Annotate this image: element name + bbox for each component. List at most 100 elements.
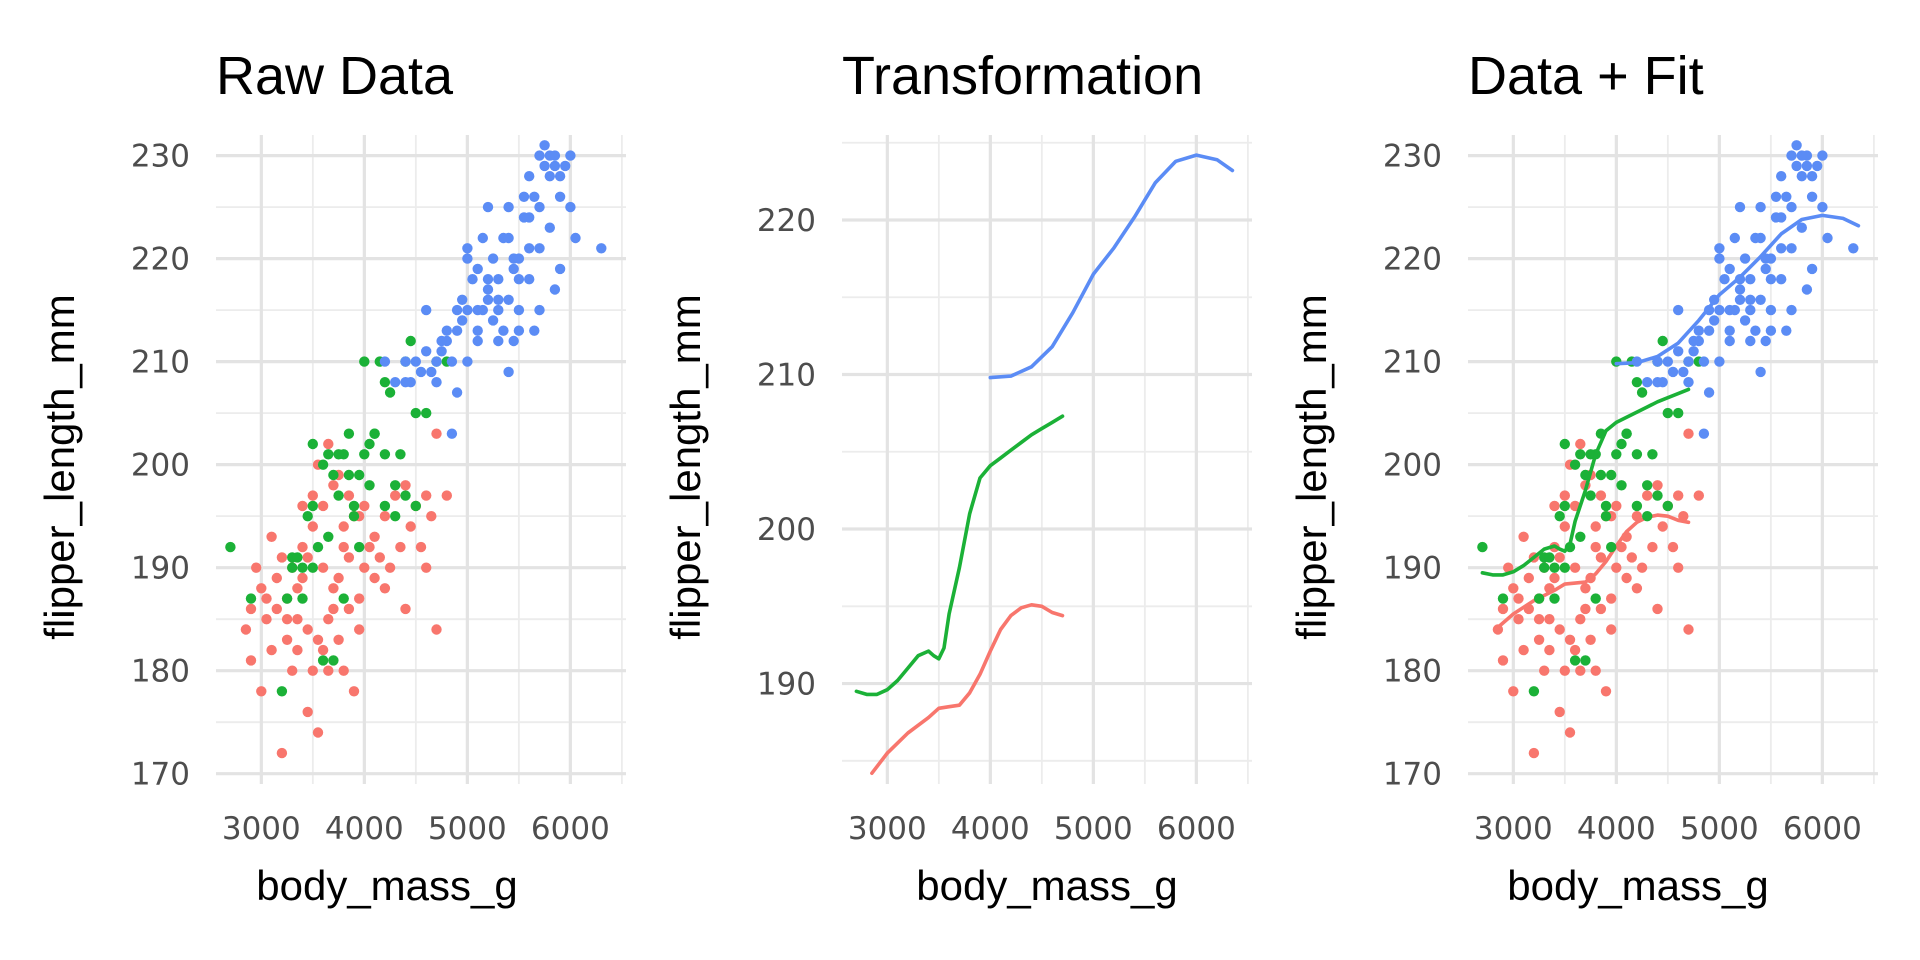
data-point xyxy=(343,603,355,615)
data-point xyxy=(312,541,324,553)
data-point xyxy=(359,500,370,512)
data-point xyxy=(369,531,380,542)
data-point xyxy=(1739,315,1751,326)
data-point xyxy=(1673,346,1684,357)
data-point xyxy=(1662,407,1674,419)
y-tick-label: 230 xyxy=(1383,139,1442,175)
data-point xyxy=(328,603,339,615)
data-point xyxy=(1786,150,1797,161)
x-tick-label: 6000 xyxy=(1783,811,1862,847)
data-point xyxy=(529,325,540,336)
data-point xyxy=(261,614,272,625)
data-point xyxy=(565,150,576,161)
data-point xyxy=(333,449,344,460)
data-point xyxy=(513,304,525,316)
data-point xyxy=(354,624,365,635)
data-point xyxy=(405,377,416,388)
data-point xyxy=(1796,171,1808,182)
data-point xyxy=(1631,583,1643,594)
y-tick-label: 210 xyxy=(757,358,816,394)
data-point xyxy=(302,706,313,718)
data-point xyxy=(1631,449,1643,460)
data-point xyxy=(1523,572,1535,584)
data-point xyxy=(1647,541,1658,553)
data-point xyxy=(390,480,401,491)
data-point xyxy=(1806,171,1818,182)
data-point xyxy=(462,253,473,264)
panel-title: Data + Fit xyxy=(1468,46,1704,106)
data-point xyxy=(1657,335,1668,347)
data-point xyxy=(524,212,535,223)
data-point xyxy=(1714,304,1725,316)
y-tick-labels: 190 200 210 220 xyxy=(757,203,816,703)
data-point xyxy=(503,294,514,305)
data-point xyxy=(1683,624,1694,635)
data-point xyxy=(1564,634,1576,645)
data-point xyxy=(1673,490,1684,501)
data-point xyxy=(1631,500,1643,512)
data-point xyxy=(1796,150,1808,161)
data-point xyxy=(1724,335,1735,347)
data-point xyxy=(1724,325,1735,336)
y-tick-label: 190 xyxy=(1383,551,1442,587)
data-point xyxy=(1621,428,1632,439)
data-point xyxy=(281,614,293,625)
data-point xyxy=(472,304,483,316)
data-point xyxy=(302,624,313,635)
data-point xyxy=(395,541,406,553)
data-point xyxy=(256,583,267,594)
data-point xyxy=(534,201,545,213)
data-point xyxy=(1611,449,1622,460)
data-point xyxy=(554,171,566,182)
data-point xyxy=(1776,171,1787,182)
data-point xyxy=(348,686,360,697)
y-tick-label: 230 xyxy=(131,139,190,175)
data-point xyxy=(1673,562,1684,573)
data-point xyxy=(421,407,432,419)
data-point xyxy=(1781,325,1792,336)
data-point xyxy=(395,449,406,460)
data-point xyxy=(1673,407,1684,419)
x-axis-label: body_mass_g xyxy=(256,862,518,909)
data-point xyxy=(1616,480,1627,491)
data-point xyxy=(415,541,427,553)
data-point xyxy=(1719,274,1730,285)
data-point xyxy=(513,274,525,285)
data-point xyxy=(281,593,293,604)
data-point xyxy=(1575,614,1586,625)
data-point xyxy=(354,469,365,481)
data-point xyxy=(1657,521,1668,532)
data-point xyxy=(1703,325,1715,336)
data-point xyxy=(477,232,488,244)
data-point xyxy=(1528,747,1540,759)
data-point xyxy=(1554,624,1565,635)
data-point xyxy=(1590,541,1601,553)
data-point xyxy=(539,160,550,172)
data-point xyxy=(534,243,545,254)
data-point xyxy=(1683,356,1694,367)
data-point xyxy=(271,603,282,615)
data-point xyxy=(297,562,308,573)
data-point xyxy=(513,325,525,336)
data-point xyxy=(1518,531,1529,542)
data-point xyxy=(1508,583,1519,594)
plot-marks xyxy=(225,140,607,759)
data-point xyxy=(1652,490,1663,501)
data-point xyxy=(379,356,391,367)
data-point xyxy=(482,284,494,295)
data-point xyxy=(1652,603,1663,615)
data-point xyxy=(1647,449,1658,460)
data-point xyxy=(1806,191,1818,202)
data-point xyxy=(462,243,473,254)
data-point xyxy=(1765,325,1777,336)
x-tick-label: 4000 xyxy=(1577,811,1656,847)
data-point xyxy=(1683,428,1694,439)
fit-line xyxy=(1614,213,1861,366)
plot-marks xyxy=(1477,140,1861,759)
data-point xyxy=(1657,377,1668,388)
data-point xyxy=(1755,201,1766,213)
data-point xyxy=(493,274,504,285)
data-point xyxy=(359,449,370,460)
data-point xyxy=(287,562,298,573)
data-point xyxy=(1755,366,1766,378)
